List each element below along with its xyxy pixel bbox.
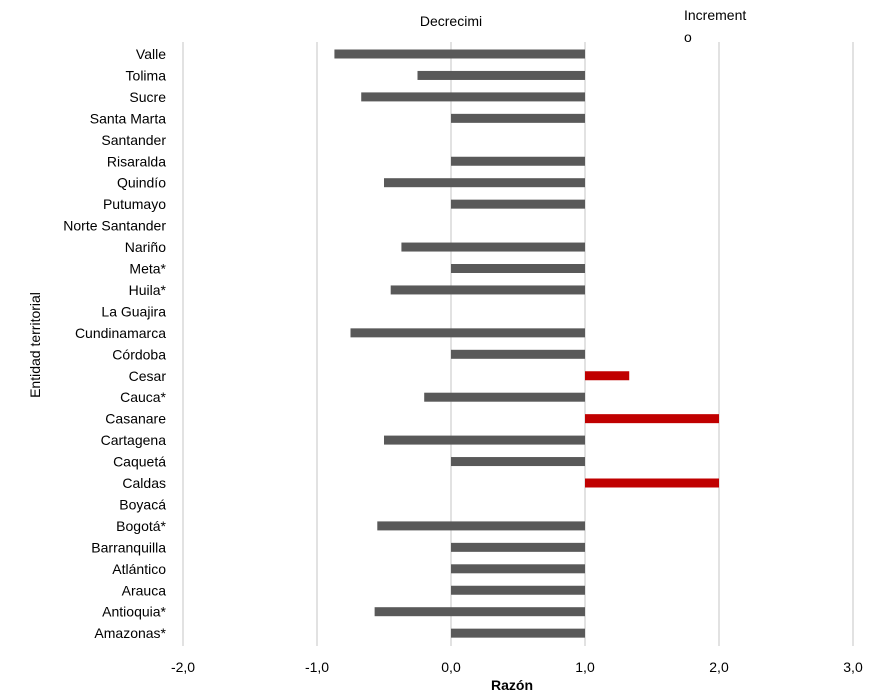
category-label: Bogotá* xyxy=(116,518,166,534)
annotation-text: Increment xyxy=(684,7,746,23)
category-label: Amazonas* xyxy=(94,625,166,641)
category-label: Tolima xyxy=(126,67,167,83)
category-label: La Guajira xyxy=(101,303,166,319)
bar xyxy=(384,435,585,445)
x-tick-label: -2,0 xyxy=(171,659,195,675)
bar xyxy=(384,178,585,188)
bar xyxy=(451,156,585,166)
x-tick-labels: -2,0 -1,0 0,0 1,0 2,0 3,0 xyxy=(171,659,863,675)
bar xyxy=(451,264,585,273)
category-label: Cartagena xyxy=(101,432,167,448)
category-labels: Valle Tolima Sucre Santa Marta Santander Risa… xyxy=(63,46,166,641)
category-label: Nariño xyxy=(125,239,166,255)
category-label: Putumayo xyxy=(103,196,166,212)
category-label: Caldas xyxy=(122,475,166,491)
bar xyxy=(417,70,585,80)
bars xyxy=(334,49,719,638)
x-tick-label: -1,0 xyxy=(305,659,329,675)
category-label: Sucre xyxy=(129,89,166,105)
bar xyxy=(451,585,585,595)
x-axis-title: Razón xyxy=(491,677,533,691)
bar xyxy=(451,199,585,209)
bar xyxy=(451,542,585,552)
category-label: Casanare xyxy=(105,411,166,427)
x-tick-label: 1,0 xyxy=(575,659,595,675)
y-axis-title: Entidad territorial xyxy=(27,292,43,398)
category-label: Cundinamarca xyxy=(75,325,166,341)
category-label: Cauca* xyxy=(120,389,166,405)
gridlines xyxy=(182,42,854,646)
bar xyxy=(451,628,585,638)
bar xyxy=(377,521,585,531)
bar xyxy=(401,242,585,252)
category-label: Boyacá xyxy=(119,496,166,512)
annotation-1: Increment o xyxy=(684,7,746,45)
annotations: Decrecimi Increment o xyxy=(420,7,746,45)
category-label: Santander xyxy=(101,132,166,148)
bar xyxy=(585,414,719,424)
bar xyxy=(585,478,719,488)
annotation-text: o xyxy=(684,29,692,45)
category-label: Meta* xyxy=(129,261,166,277)
bar xyxy=(424,392,585,402)
bar xyxy=(361,92,585,102)
bar xyxy=(334,49,585,59)
bar xyxy=(390,285,585,295)
category-label: Quindío xyxy=(117,175,166,191)
bar xyxy=(585,371,630,381)
category-label: Caquetá xyxy=(113,454,166,470)
bar xyxy=(451,113,585,123)
category-label: Antioquia* xyxy=(102,604,166,620)
bar xyxy=(451,564,585,574)
category-label: Barranquilla xyxy=(91,539,166,555)
annotation-text: Decrecimi xyxy=(420,13,482,29)
x-tick-label: 0,0 xyxy=(441,659,461,675)
annotation-0: Decrecimi xyxy=(420,13,482,29)
x-tick-label: 2,0 xyxy=(709,659,729,675)
category-label: Cesar xyxy=(129,368,167,384)
category-label: Risaralda xyxy=(107,153,166,169)
category-label: Córdoba xyxy=(112,346,166,362)
category-label: Santa Marta xyxy=(90,110,166,126)
category-label: Arauca xyxy=(122,582,167,598)
x-tick-label: 3,0 xyxy=(843,659,863,675)
bar xyxy=(451,349,585,359)
category-label: Huila* xyxy=(129,282,167,298)
category-label: Valle xyxy=(136,46,166,62)
bar xyxy=(350,328,585,338)
bar xyxy=(451,457,585,467)
category-label: Norte Santander xyxy=(63,218,166,234)
bar xyxy=(374,607,585,617)
category-label: Atlántico xyxy=(112,561,166,577)
